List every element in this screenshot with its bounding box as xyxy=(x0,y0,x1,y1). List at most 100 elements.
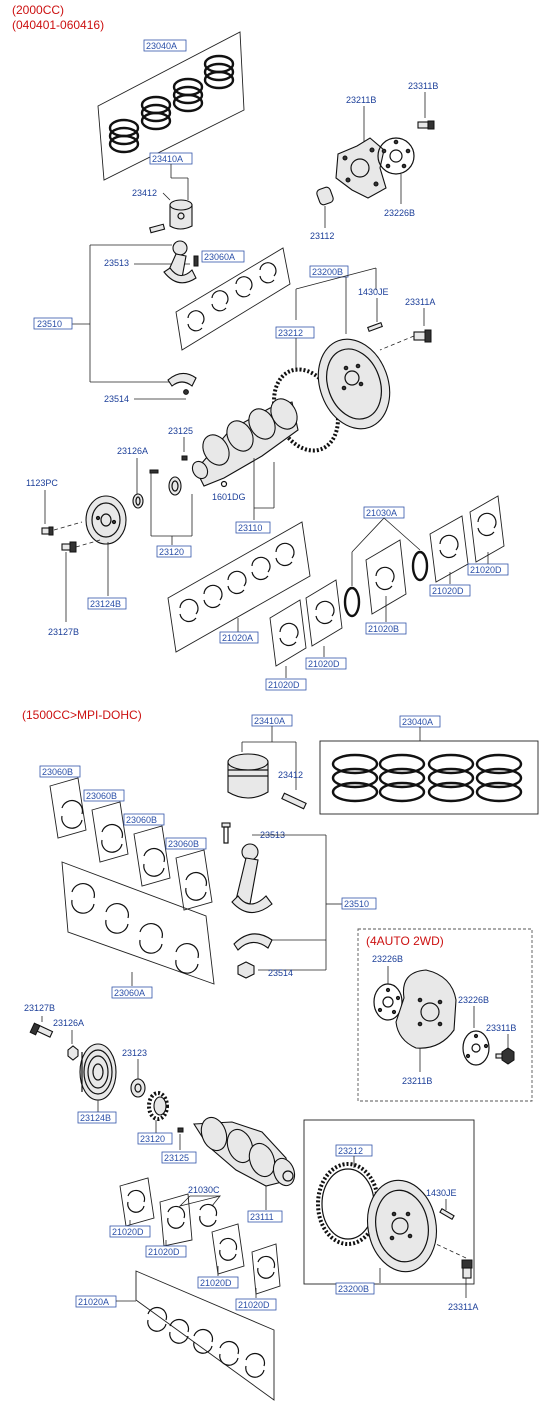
piston-rings-bottom xyxy=(331,753,523,803)
dowel-top xyxy=(367,322,383,332)
seal-top xyxy=(132,493,144,509)
part-label[interactable]: 23111 xyxy=(250,1212,274,1222)
part-label[interactable]: 23060B xyxy=(42,767,73,777)
part-label: 21030C xyxy=(188,1185,220,1195)
part-label[interactable]: 21020A xyxy=(222,633,253,643)
part-label[interactable]: 23120 xyxy=(159,547,184,557)
part-label[interactable]: 23060A xyxy=(204,252,235,262)
part-label: 23125 xyxy=(168,426,193,436)
piston-pin-top xyxy=(149,223,166,234)
part-label[interactable]: 21020D xyxy=(148,1247,180,1257)
part-label[interactable]: 23200B xyxy=(312,267,343,277)
ring-set-frame-bottom xyxy=(319,740,539,815)
part-label: 23514 xyxy=(268,968,293,978)
rod-bearings-top xyxy=(187,262,277,332)
rod-bearing-bottom-4 xyxy=(185,871,208,901)
piston-pin-bottom xyxy=(281,792,307,810)
flex-plate-bottom xyxy=(395,969,457,1049)
sprocket-pin-top xyxy=(149,469,159,474)
thrust-bearing-bottom-1 xyxy=(167,1205,186,1229)
part-label[interactable]: 23410A xyxy=(152,154,183,164)
part-label: 23311B xyxy=(486,1023,516,1033)
part-label[interactable]: 21020D xyxy=(268,680,300,690)
part-label[interactable]: 23510 xyxy=(344,899,369,909)
part-label[interactable]: 21020D xyxy=(112,1227,144,1237)
part-label: 23412 xyxy=(132,188,157,198)
part-label: 23514 xyxy=(104,394,129,404)
part-label[interactable]: 23110 xyxy=(238,523,262,533)
part-label: 23311A xyxy=(405,297,435,307)
part-label: 23112 xyxy=(310,231,334,241)
part-label[interactable]: 23125 xyxy=(164,1153,189,1163)
part-label: 23311A xyxy=(448,1302,478,1312)
part-label: 23412 xyxy=(278,770,303,780)
part-label: 1123PC xyxy=(26,478,58,488)
main-bearing-bottom-3 xyxy=(219,1237,238,1261)
bushing-top xyxy=(316,186,334,206)
engine-header-bottom: (1500CC>MPI-DOHC) xyxy=(22,708,142,722)
part-label[interactable]: 23212 xyxy=(338,1146,363,1156)
rod-bearing-bottom-3 xyxy=(143,847,166,877)
part-label[interactable]: 23060A xyxy=(114,988,145,998)
auto-variant-frame xyxy=(357,928,533,1102)
seal-bottom xyxy=(67,1045,79,1061)
part-label[interactable]: 23040A xyxy=(402,717,433,727)
part-label[interactable]: 23510 xyxy=(37,319,62,329)
auto-variant-header: (4AUTO 2WD) xyxy=(366,934,444,948)
key-top xyxy=(181,455,188,461)
part-label: 1430JE xyxy=(358,287,389,297)
main-bearing-set-bottom xyxy=(147,1306,266,1378)
thrust-washer-top-2 xyxy=(411,550,429,582)
connecting-rod-bottom xyxy=(231,843,273,951)
part-label[interactable]: 23410A xyxy=(254,716,285,726)
piston-rings-top xyxy=(108,54,235,154)
part-label[interactable]: 23060B xyxy=(168,839,199,849)
part-label[interactable]: 23212 xyxy=(278,328,303,338)
flex-adapter-top xyxy=(377,137,415,175)
bearing-pair-top-4 xyxy=(315,600,335,625)
flywheel-frame-bottom xyxy=(303,1119,475,1285)
piston-top xyxy=(169,199,193,230)
pulley-bolt-bottom xyxy=(29,1022,54,1038)
part-label[interactable]: 21020D xyxy=(200,1278,232,1288)
part-label[interactable]: 23124B xyxy=(90,599,121,609)
part-label: 23311B xyxy=(408,81,438,91)
rod-bearing-frame xyxy=(175,247,291,351)
dowel-bottom xyxy=(439,1208,455,1220)
part-label[interactable]: 23200B xyxy=(338,1284,369,1294)
part-label[interactable]: 21020A xyxy=(78,1297,109,1307)
thrust-bearing-frame xyxy=(365,539,407,615)
rod-bearing-set-frame-bottom xyxy=(61,861,215,985)
part-label[interactable]: 23120 xyxy=(140,1134,165,1144)
main-bearing-bottom-1 xyxy=(127,1189,146,1213)
part-label[interactable]: 21020D xyxy=(470,565,502,575)
bearing-pair-top-3 xyxy=(279,622,299,647)
part-label[interactable]: 23060B xyxy=(86,791,117,801)
part-label: 1430JE xyxy=(426,1188,457,1198)
ring-set-frame xyxy=(97,31,245,181)
part-label[interactable]: 21020D xyxy=(308,659,340,669)
flywheel-bolt-top xyxy=(413,329,432,343)
crankshaft-bottom xyxy=(193,1116,296,1187)
part-label: 23226B xyxy=(458,995,489,1005)
part-label[interactable]: 23124B xyxy=(80,1113,111,1123)
pulley-bolt-top xyxy=(61,541,77,553)
part-label[interactable]: 21020D xyxy=(432,586,464,596)
flywheel-top xyxy=(317,338,391,430)
part-label[interactable]: 21020D xyxy=(238,1300,270,1310)
rod-bolt-bottom xyxy=(221,822,231,844)
engine-header-line1: (2000CC) xyxy=(12,3,64,17)
part-label: 23127B xyxy=(24,1003,55,1013)
piston-bottom xyxy=(227,753,269,799)
flex-plate-top xyxy=(335,137,387,199)
part-label[interactable]: 21030A xyxy=(366,508,397,518)
part-label[interactable]: 23060B xyxy=(126,815,157,825)
main-bearings-top xyxy=(179,542,295,623)
main-bearing-frame xyxy=(167,521,311,653)
part-label[interactable]: 21020B xyxy=(368,624,399,634)
part-label: 23226B xyxy=(372,954,403,964)
part-label[interactable]: 23040A xyxy=(146,41,177,51)
flex-bolt-bottom xyxy=(495,1047,515,1065)
flex-bolt-top xyxy=(417,120,435,130)
rod-nut-bottom xyxy=(237,961,255,979)
